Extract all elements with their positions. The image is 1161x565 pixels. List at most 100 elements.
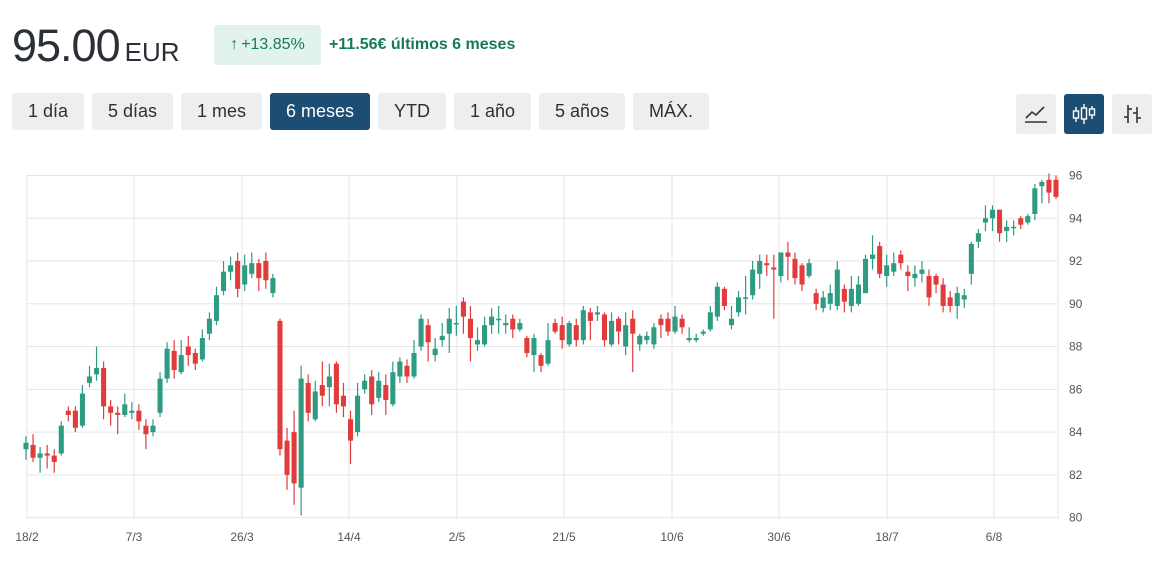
- candle-body: [192, 352, 198, 364]
- candle-body: [1018, 218, 1024, 225]
- candle-body: [743, 297, 749, 299]
- candle-body: [425, 325, 431, 343]
- candle: [355, 382, 361, 437]
- candle-body: [799, 265, 805, 285]
- candle: [679, 314, 685, 334]
- candle-body: [122, 404, 128, 415]
- range-5d-button[interactable]: 5 días: [92, 93, 173, 130]
- arrow-up-icon: ↑: [230, 36, 239, 53]
- candle: [340, 382, 347, 418]
- candle-body: [355, 395, 361, 433]
- candle-body: [242, 265, 248, 285]
- candle: [453, 305, 459, 336]
- candle-body: [933, 275, 939, 285]
- candle-body: [503, 323, 509, 326]
- candle: [326, 363, 332, 407]
- candle-body: [552, 323, 558, 332]
- candle: [714, 282, 720, 321]
- candle-body: [982, 218, 988, 223]
- candle: [1011, 220, 1017, 236]
- candle-body: [855, 284, 862, 304]
- candle-body: [319, 385, 325, 396]
- range-selector: 1 día 5 días 1 mes 6 meses YTD 1 año 5 a…: [12, 93, 709, 130]
- candle: [418, 314, 424, 351]
- candle-body: [411, 352, 417, 377]
- candle-body: [362, 380, 368, 390]
- candlestick-chart-button[interactable]: [1064, 94, 1104, 134]
- x-tick-label: 21/5: [552, 530, 576, 544]
- range-1m-button[interactable]: 1 mes: [181, 93, 262, 130]
- candle: [644, 331, 650, 345]
- candle: [968, 241, 974, 285]
- range-1d-button[interactable]: 1 día: [12, 93, 84, 130]
- candle: [72, 406, 78, 433]
- candle-body: [178, 355, 184, 373]
- candle: [651, 323, 657, 349]
- candle: [933, 273, 939, 294]
- candle-body: [199, 337, 205, 360]
- candle: [242, 254, 248, 291]
- candle: [37, 447, 43, 473]
- candle: [171, 340, 177, 379]
- candle: [439, 323, 445, 347]
- chart-grid: [26, 175, 1059, 519]
- candle: [834, 261, 840, 311]
- candle-body: [369, 376, 375, 405]
- range-ytd-button[interactable]: YTD: [378, 93, 446, 130]
- candle: [672, 305, 678, 334]
- y-tick-label: 88: [1069, 340, 1083, 354]
- candle-body: [637, 335, 643, 345]
- candle: [870, 235, 876, 270]
- candle-body: [235, 261, 241, 289]
- candle-body: [707, 312, 713, 330]
- candle: [954, 286, 960, 319]
- candle: [235, 252, 241, 298]
- candle-body: [651, 327, 657, 345]
- candle-body: [623, 325, 629, 347]
- ohlc-chart-button[interactable]: [1112, 94, 1152, 134]
- candle-body: [1032, 188, 1038, 214]
- candle: [982, 205, 988, 232]
- candle-body: [827, 293, 833, 304]
- range-5y-button[interactable]: 5 años: [539, 93, 625, 130]
- candle-body: [891, 263, 897, 272]
- change-percent: +13.85%: [241, 36, 305, 53]
- candle: [538, 352, 544, 373]
- x-tick-label: 18/2: [15, 530, 39, 544]
- candle: [383, 374, 389, 415]
- candle: [884, 254, 890, 287]
- candle: [94, 346, 100, 381]
- candle: [919, 261, 925, 283]
- y-tick-label: 84: [1069, 425, 1083, 439]
- candle-body: [326, 376, 332, 388]
- candle: [616, 316, 622, 345]
- candle-body: [693, 337, 699, 341]
- line-chart-button[interactable]: [1016, 94, 1056, 134]
- candle-body: [735, 297, 742, 313]
- candle-body: [665, 318, 671, 332]
- candle-body: [601, 314, 608, 341]
- candle-body: [997, 209, 1003, 234]
- candle: [841, 284, 847, 313]
- candle: [312, 380, 318, 422]
- candle: [1053, 175, 1059, 200]
- candle-body: [559, 325, 565, 341]
- candle: [270, 273, 276, 298]
- candle: [369, 370, 375, 415]
- y-tick-label: 82: [1069, 468, 1083, 482]
- candle-body: [1039, 181, 1045, 187]
- range-max-button[interactable]: MÁX.: [633, 93, 709, 130]
- x-tick-label: 6/8: [986, 530, 1003, 544]
- candle-body: [72, 410, 78, 428]
- candle: [658, 314, 664, 338]
- candle: [79, 385, 85, 428]
- candle-body: [630, 318, 636, 334]
- candle: [136, 404, 142, 430]
- candle-body: [926, 275, 932, 298]
- range-6m-button[interactable]: 6 meses: [270, 93, 370, 130]
- candle-body: [482, 325, 488, 345]
- candle: [947, 290, 953, 313]
- candle-body: [263, 261, 269, 281]
- candle: [58, 421, 64, 456]
- range-1y-button[interactable]: 1 año: [454, 93, 531, 130]
